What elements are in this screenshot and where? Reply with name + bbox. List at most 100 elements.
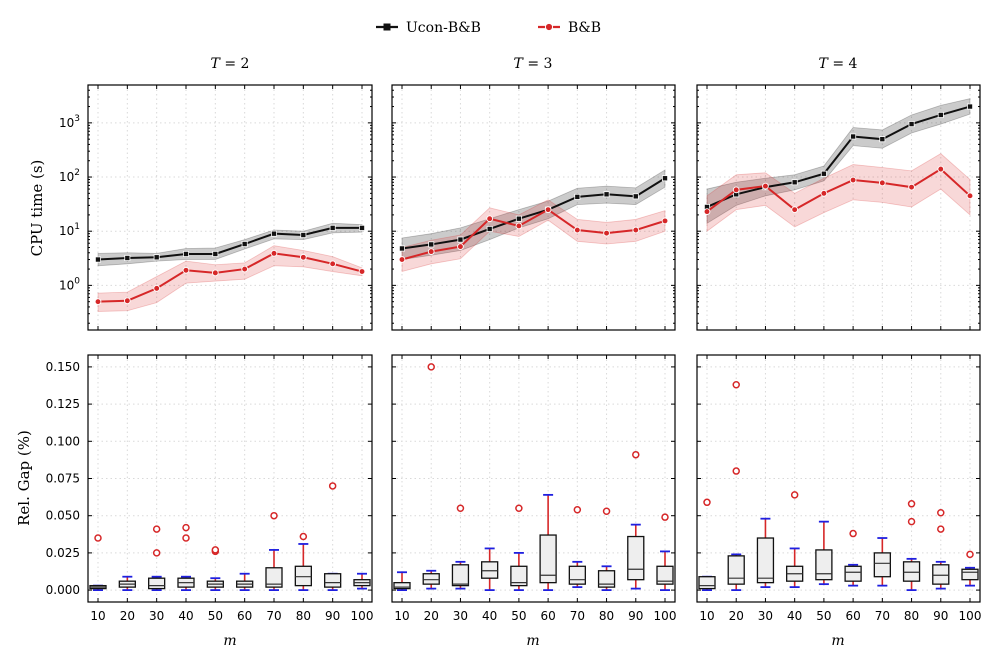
box-iqr <box>148 577 166 590</box>
box-iqr <box>510 565 528 587</box>
x-tick-label: 10 <box>699 609 714 623</box>
data-point <box>515 222 523 230</box>
panel-cpu-time-t2: 100 101 102 103 <box>59 84 373 331</box>
box-iqr <box>698 576 716 590</box>
box-iqr <box>873 552 891 578</box>
box-30 <box>756 517 775 589</box>
y-tick-label: 102 <box>59 168 80 184</box>
x-tick-label: 10 <box>394 609 409 623</box>
box-iqr <box>932 564 950 585</box>
x-tick-label: 60 <box>540 609 555 623</box>
box-40 <box>177 523 195 591</box>
data-point <box>398 245 405 252</box>
outlier-point <box>703 498 711 507</box>
data-point <box>967 103 974 110</box>
x-tick-label: 50 <box>208 609 223 623</box>
box-iqr <box>727 555 745 585</box>
box-80 <box>902 500 921 591</box>
outlier-point <box>94 534 102 542</box>
outlier-point <box>270 511 278 520</box>
data-point <box>603 229 610 237</box>
outlier-point <box>515 504 523 513</box>
outlier-point <box>937 525 945 533</box>
box-90 <box>627 450 645 590</box>
outlier-point <box>328 482 337 490</box>
x-tick-label: 10 <box>90 609 105 623</box>
x-tick-label: 90 <box>325 609 340 623</box>
box-50 <box>815 520 833 586</box>
axes-frame <box>87 84 373 331</box>
panel-cpu-time-t3 <box>391 84 676 331</box>
x-tick-label: 30 <box>453 609 468 623</box>
legend-bb-label: B&B <box>568 20 601 36</box>
x-tick-label: 70 <box>875 609 890 623</box>
outlier-point <box>849 529 857 538</box>
box-20 <box>118 575 136 591</box>
x-tick-label: 100 <box>959 609 982 623</box>
data-point <box>632 226 640 234</box>
outlier-point <box>966 550 974 559</box>
box-70 <box>568 505 586 589</box>
outlier-point <box>299 532 308 541</box>
panel-cpu-time-t4 <box>696 84 981 331</box>
series-band <box>706 153 971 232</box>
data-point <box>937 111 944 118</box>
box-40 <box>481 547 499 591</box>
box-iqr <box>656 565 674 585</box>
x-tick-label: 90 <box>628 609 643 623</box>
y-tick-label: 0.150 <box>46 360 80 374</box>
data-point <box>153 254 160 261</box>
box-100 <box>961 550 979 587</box>
xlabel-t2: m <box>223 633 236 649</box>
box-iqr <box>393 582 411 590</box>
outlier-point <box>602 507 611 515</box>
x-tick-label: 20 <box>729 609 744 623</box>
panel-title-t2: T = 2 <box>211 56 250 72</box>
x-tick-label: 40 <box>178 609 193 623</box>
y-tick-label: 0.125 <box>46 397 80 411</box>
data-point <box>878 179 886 187</box>
outlier-point <box>937 508 945 517</box>
xlabel-t4: m <box>831 633 844 649</box>
legend-ucon-marker <box>383 23 391 31</box>
data-point <box>574 193 581 200</box>
box-80 <box>597 507 616 591</box>
x-tick-label: 70 <box>266 609 281 623</box>
data-point <box>358 224 365 231</box>
data-point <box>791 206 799 213</box>
x-tick-label: 70 <box>570 609 585 623</box>
box-iqr <box>756 537 775 584</box>
legend-ucon-label: Ucon-B&B <box>406 20 481 36</box>
box-20 <box>727 381 745 591</box>
axes-frame <box>87 354 373 603</box>
outlier-point <box>907 517 916 526</box>
box-30 <box>451 504 470 590</box>
series-line <box>97 252 363 303</box>
outlier-point <box>152 525 161 533</box>
y-tick-label: 0.025 <box>46 546 80 560</box>
box-iqr <box>627 535 645 581</box>
box-60 <box>539 493 557 591</box>
x-tick-label: 40 <box>482 609 497 623</box>
x-tick-label: 60 <box>845 609 860 623</box>
x-tick-label: 20 <box>120 609 135 623</box>
data-point <box>457 243 464 250</box>
x-tick-label: 100 <box>351 609 374 623</box>
box-100 <box>353 572 371 590</box>
box-10 <box>698 498 716 591</box>
data-point <box>632 193 639 200</box>
data-point <box>212 250 219 257</box>
box-10 <box>393 571 411 591</box>
data-point <box>850 133 857 140</box>
data-point <box>153 285 161 292</box>
box-90 <box>324 482 342 591</box>
box-50 <box>206 546 224 591</box>
box-20 <box>422 363 440 590</box>
outlier-point <box>907 500 916 508</box>
x-tick-label: 50 <box>511 609 526 623</box>
box-iqr <box>481 561 499 579</box>
outlier-point <box>661 513 669 521</box>
box-iqr <box>961 568 979 581</box>
series-line <box>401 177 666 250</box>
